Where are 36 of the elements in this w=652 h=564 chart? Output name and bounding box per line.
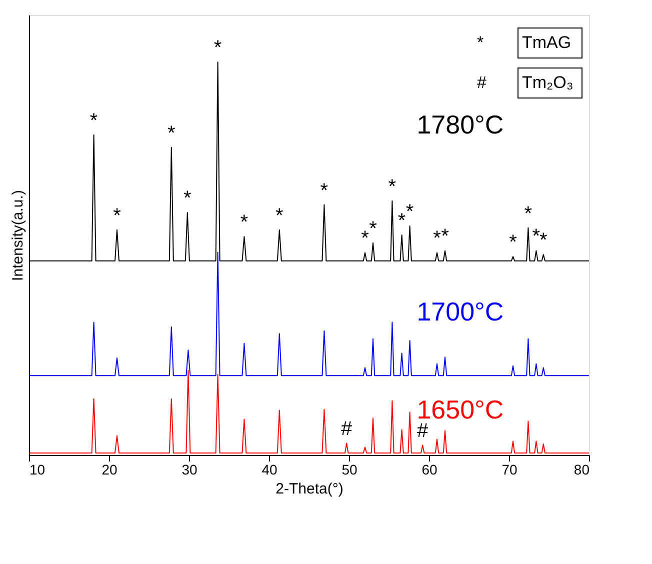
series-label: 1700°C [416,296,504,327]
x-tick-label: 50 [342,462,358,478]
x-tick-label: 80 [574,462,590,478]
x-tick-label: 20 [102,462,118,478]
x-tick-label: 30 [182,462,198,478]
annotation: Tm₂O₃ [522,73,574,92]
annotation: * [90,110,98,132]
annotation: * [113,204,122,227]
annotation: * [240,212,248,234]
annotation: * [361,228,370,250]
annotation: * [184,188,192,210]
y-axis-title: Intensity(a.u.) [10,190,26,281]
annotation: # [477,73,487,92]
annotation: * [433,228,442,250]
annotation: * [532,226,540,248]
annotation: * [214,37,222,60]
annotation: * [406,200,414,223]
annotation: * [168,122,176,144]
text: 1780°C [416,110,504,140]
annotation: * [276,204,284,227]
x-axis-title: 2-Theta(°) [276,480,344,498]
x-tick-label: 40 [262,462,278,478]
annotation: * [369,218,378,240]
annotation: * [524,202,532,225]
x-tick-label: 60 [422,462,438,478]
annotation: * [540,230,548,252]
text: * [477,33,484,52]
annotation: * [320,180,328,202]
x-tick-label: 70 [502,462,518,478]
annotation: * [398,210,406,232]
annotation: * [441,226,450,248]
annotation: * [388,176,396,198]
x-tick-label: 10 [30,462,46,478]
annotation: # [341,418,354,440]
annotation: * [509,232,518,254]
text: TmAG [522,33,572,52]
